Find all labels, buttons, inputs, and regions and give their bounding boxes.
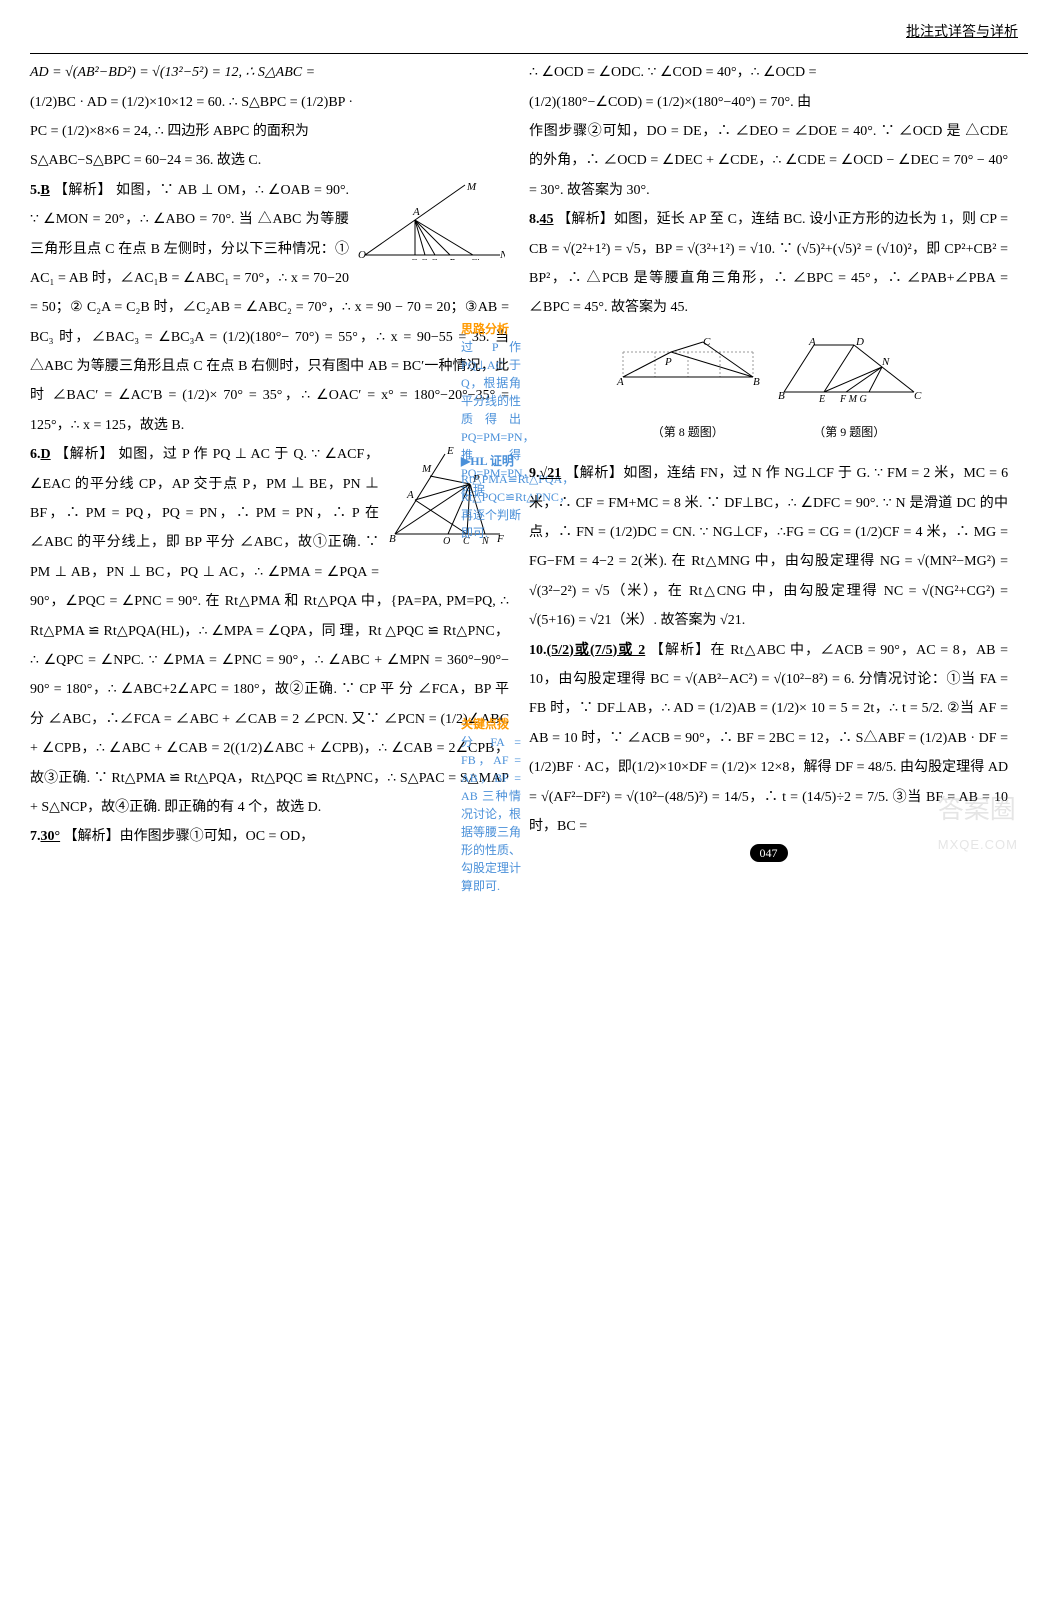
annotation-body: Rt△PMA≌Rt△PQA，Rt△PQC≌Rt△PNC，再逐个判断即可.	[461, 470, 521, 542]
problem-9: 9.√21 【解析】如图，连结 FN，过 N 作 NG⊥CF 于 G. ∵ FM…	[529, 459, 1008, 635]
answer: D	[41, 447, 51, 462]
answer: (5/2)或(7/5)或 2	[547, 643, 646, 658]
label: 【解析】	[64, 829, 120, 844]
svg-text:M: M	[421, 463, 432, 475]
right-column: ∴ ∠OCD = ∠ODC. ∵ ∠COD = 40°，∴ ∠OCD = (1/…	[529, 58, 1008, 866]
problem-body: 由作图步骤①可知，OC = OD，	[120, 829, 315, 844]
svg-text:C₂C₃C₁: C₂C₃C₁	[410, 258, 440, 260]
page-number-badge: 047	[750, 844, 788, 862]
problem-number: 9.	[529, 466, 540, 481]
svg-text:E: E	[818, 394, 825, 405]
watermark: 答案圈 MXQE.COM	[938, 786, 1018, 856]
text-line: PC = (1/2)×8×6 = 24, ∴ 四边形 ABPC 的面积为	[30, 117, 509, 146]
problem-10: 10.(5/2)或(7/5)或 2 【解析】在 Rt△ABC 中，∠ACB = …	[529, 636, 1008, 842]
svg-text:A: A	[406, 489, 414, 501]
svg-text:C: C	[914, 390, 922, 402]
svg-text:P: P	[664, 356, 672, 368]
svg-text:A: A	[808, 337, 816, 348]
problem-6: 6.D 【解析】 E M A	[30, 440, 509, 822]
problem-5: 5.B 【解析】 M A O N C₂C₃	[30, 176, 509, 441]
page-container: AD = √(AB²−BD²) = √(13²−5²) = 12, ∴ S△AB…	[30, 58, 1028, 866]
figure-p9: A D N B E F M G C （第 9 题图）	[774, 337, 924, 446]
annotation-body: 分 FA = FB，AF = AB，BF = AB 三种情况讨论，根据等腰三角形…	[461, 733, 521, 895]
header-rule	[30, 53, 1028, 54]
problem-number: 5.	[30, 183, 41, 198]
annotation-title: 思路分析	[461, 320, 521, 338]
label: 【解析】	[54, 183, 112, 198]
annotation-title: 关键点拨	[461, 715, 521, 733]
svg-text:A: A	[412, 206, 420, 218]
left-column: AD = √(AB²−BD²) = √(13²−5²) = 12, ∴ S△AB…	[30, 58, 509, 866]
text-line: AD = √(AB²−BD²) = √(13²−5²) = 12, ∴ S△AB…	[30, 58, 509, 87]
problem-body: 在 Rt△ABC 中，∠ACB = 90°，AC = 8，AB = 10，由勾股…	[529, 643, 1008, 834]
figure-row: P C A B （第 8 题图）	[529, 333, 1008, 450]
label: 【解析】	[565, 466, 623, 481]
side-annotation-3: 关键点拨 分 FA = FB，AF = AB，BF = AB 三种情况讨论，根据…	[461, 715, 521, 895]
problem-number: 7.	[30, 829, 41, 844]
text-line: (1/2)BC · AD = (1/2)×10×12 = 60. ∴ S△BPC…	[30, 88, 509, 117]
svg-text:B: B	[449, 258, 455, 260]
content-right: ∴ ∠OCD = ∠ODC. ∵ ∠COD = 40°，∴ ∠OCD = (1/…	[529, 58, 1008, 841]
annotation-title: ▶HL 证明	[461, 452, 521, 470]
problem-number: 6.	[30, 447, 41, 462]
svg-text:D: D	[855, 337, 864, 348]
svg-text:O: O	[358, 249, 366, 260]
label: 【解析】	[557, 212, 614, 227]
svg-text:C: C	[703, 337, 711, 348]
svg-text:F M G: F M G	[839, 394, 867, 405]
label: 【解析】	[55, 447, 114, 462]
side-annotation-2: ▶HL 证明 Rt△PMA≌Rt△PQA，Rt△PQC≌Rt△PNC，再逐个判断…	[461, 452, 521, 542]
text-line: (1/2)(180°−∠COD) = (1/2)×(180°−40°) = 70…	[529, 88, 1008, 117]
answer: 30°	[41, 829, 61, 844]
svg-text:B: B	[778, 390, 785, 402]
svg-text:B: B	[389, 533, 396, 544]
svg-text:M: M	[466, 181, 477, 193]
figure-p5: M A O N C₂C₃C₁ B C′	[355, 180, 505, 271]
figure-caption: （第 9 题图）	[774, 420, 924, 445]
svg-text:A: A	[616, 376, 624, 388]
watermark-sub: MXQE.COM	[938, 833, 1018, 856]
answer: B	[41, 183, 50, 198]
answer: 45	[540, 212, 554, 227]
svg-text:Q: Q	[443, 536, 451, 544]
text-line: S△ABC−S△BPC = 60−24 = 36. 故选 C.	[30, 146, 509, 175]
problem-body: 如图，连结 FN，过 N 作 NG⊥CF 于 G. ∵ FM = 2 米，MC …	[529, 466, 1008, 628]
label: 【解析】	[650, 643, 711, 658]
content-left: AD = √(AB²−BD²) = √(13²−5²) = 12, ∴ S△AB…	[30, 58, 509, 852]
svg-text:N: N	[499, 249, 505, 260]
svg-text:N: N	[881, 356, 890, 368]
figure-caption: （第 8 题图）	[613, 420, 763, 445]
svg-text:C′: C′	[470, 258, 480, 260]
problem-number: 10.	[529, 643, 547, 658]
answer: √21	[540, 466, 562, 481]
problem-body: 如图，延长 AP 至 C，连结 BC. 设小正方形的边长为 1，则 CP = C…	[529, 212, 1008, 315]
page-header: 批注式详答与详析	[30, 20, 1028, 45]
problem-7: 7.30° 【解析】由作图步骤①可知，OC = OD，	[30, 822, 509, 851]
page-number-wrap: 047	[529, 841, 1008, 866]
text-line: ∴ ∠OCD = ∠ODC. ∵ ∠COD = 40°，∴ ∠OCD =	[529, 58, 1008, 87]
svg-text:E: E	[446, 445, 454, 457]
svg-text:B: B	[753, 376, 760, 388]
problem-number: 8.	[529, 212, 540, 227]
figure-p8: P C A B （第 8 题图）	[613, 337, 763, 446]
problem-8: 8.45 【解析】如图，延长 AP 至 C，连结 BC. 设小正方形的边长为 1…	[529, 205, 1008, 323]
watermark-main: 答案圈	[938, 786, 1018, 833]
text-line: 作图步骤②可知，DO = DE，∴ ∠DEO = ∠DOE = 40°. ∵ ∠…	[529, 117, 1008, 205]
